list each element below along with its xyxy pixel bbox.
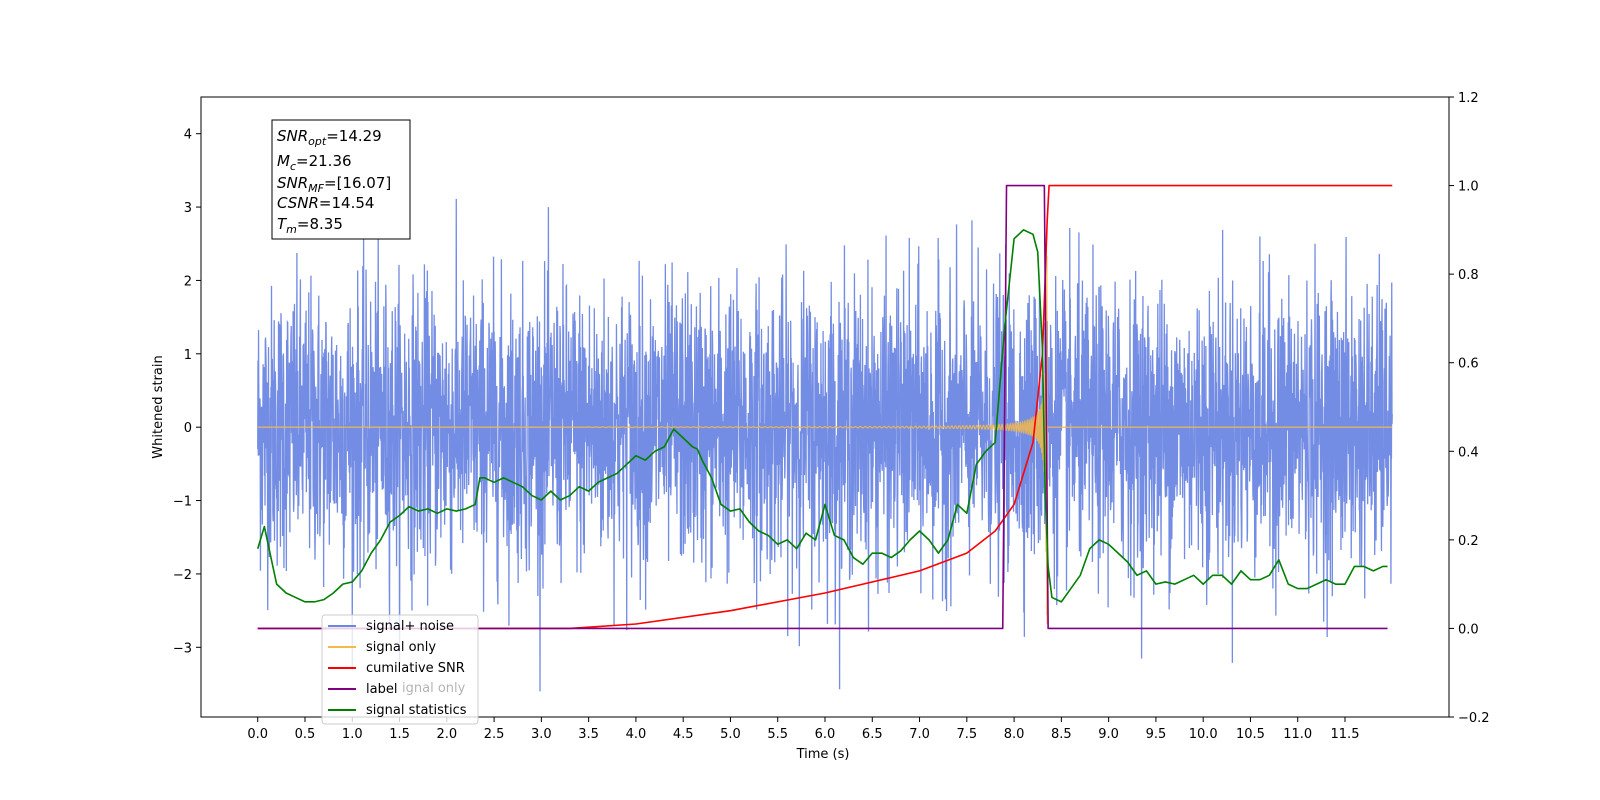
x-tick-label: 7.0 bbox=[909, 727, 930, 742]
snr-mf-subscript: MF bbox=[308, 182, 324, 195]
y-tick-label: −2 bbox=[173, 568, 192, 583]
legend: ignal only signal+ noise signal only cum… bbox=[321, 614, 479, 725]
legend-label-signal-noise: signal+ noise bbox=[366, 619, 454, 634]
x-tick-label: 9.5 bbox=[1146, 727, 1167, 742]
y-tick-label: −1 bbox=[173, 495, 192, 510]
snr-opt-symbol: SNR bbox=[277, 127, 308, 145]
y-tick-label: 4 bbox=[184, 128, 192, 143]
y2-tick-label: 0.2 bbox=[1458, 534, 1479, 549]
x-tick-label: 10.0 bbox=[1189, 727, 1218, 742]
y-tick-label: 1 bbox=[184, 348, 192, 363]
y-tick-label: 3 bbox=[184, 201, 192, 216]
legend-label-signal-only: signal only bbox=[366, 640, 436, 655]
series-signal-statistics bbox=[256, 229, 1388, 603]
mc-subscript: c bbox=[290, 160, 296, 173]
snr-opt-value: =14.29 bbox=[326, 127, 382, 145]
x-tick-label: 2.0 bbox=[436, 727, 457, 742]
y2-tick-label: 0.8 bbox=[1458, 268, 1479, 283]
y2-tick-label: −0.2 bbox=[1458, 711, 1490, 726]
y-axis-label: Whitened strain bbox=[151, 355, 166, 458]
svg-text:SNRMF=[16.07]: SNRMF=[16.07] bbox=[277, 174, 391, 195]
snr-mf-symbol: SNR bbox=[277, 174, 308, 192]
x-tick-label: 8.0 bbox=[1004, 727, 1025, 742]
x-tick-label: 1.0 bbox=[342, 727, 363, 742]
x-axis-label: Time (s) bbox=[796, 747, 850, 762]
csnr-symbol: CSNR bbox=[277, 194, 319, 212]
svg-text:ignal only: ignal only bbox=[402, 681, 466, 696]
legend-label-signal-statistics: signal statistics bbox=[366, 703, 467, 718]
svg-text:Tm=8.35: Tm=8.35 bbox=[277, 215, 343, 236]
series-label bbox=[257, 184, 1388, 630]
x-tick-label: 5.5 bbox=[767, 727, 788, 742]
x-tick-label: 4.0 bbox=[626, 727, 647, 742]
mc-value: =21.36 bbox=[296, 152, 352, 170]
svg-text:SNRopt=14.29: SNRopt=14.29 bbox=[277, 127, 382, 148]
y-tick-label: 2 bbox=[184, 274, 192, 289]
annotation-box: SNRopt=14.29 Mc=21.36 SNRMF=[16.07] CSNR… bbox=[271, 119, 411, 240]
series-cumulative-snr bbox=[257, 184, 1393, 630]
x-tick-label: 3.5 bbox=[578, 727, 599, 742]
svg-text:Mc=21.36: Mc=21.36 bbox=[277, 152, 352, 173]
series-signal-only bbox=[257, 249, 1393, 625]
y2-tick-label: 0.0 bbox=[1458, 622, 1479, 637]
x-tick-label: 6.5 bbox=[862, 727, 883, 742]
x-tick-label: 0.0 bbox=[247, 727, 268, 742]
snr-mf-value: =[16.07] bbox=[324, 174, 391, 192]
legend-label-cumulative-snr: cumilative SNR bbox=[366, 661, 465, 676]
tm-symbol: T bbox=[277, 215, 288, 233]
x-tick-label: 7.5 bbox=[956, 727, 977, 742]
tm-subscript: m bbox=[286, 223, 297, 236]
x-tick-label: 3.0 bbox=[531, 727, 552, 742]
y2-tick-label: 0.4 bbox=[1458, 445, 1479, 460]
y2-tick-label: 0.6 bbox=[1458, 357, 1479, 372]
legend-label-label: label bbox=[366, 682, 397, 697]
y-tick-label: 0 bbox=[184, 421, 192, 436]
y-tick-label: −3 bbox=[173, 641, 192, 656]
x-tick-label: 8.5 bbox=[1051, 727, 1072, 742]
x-tick-label: 2.5 bbox=[484, 727, 505, 742]
x-tick-label: 5.0 bbox=[720, 727, 741, 742]
csnr-value: =14.54 bbox=[319, 194, 375, 212]
svg-text:CSNR=14.54: CSNR=14.54 bbox=[277, 194, 374, 212]
series-signal-noise bbox=[257, 198, 1393, 692]
x-tick-label: 6.0 bbox=[815, 727, 836, 742]
tm-value: =8.35 bbox=[297, 215, 343, 233]
x-tick-label: 11.5 bbox=[1331, 727, 1360, 742]
y2-tick-label: 1.2 bbox=[1458, 91, 1479, 106]
x-tick-label: 4.5 bbox=[673, 727, 694, 742]
x-tick-label: 11.0 bbox=[1283, 727, 1312, 742]
mc-symbol: M bbox=[277, 152, 290, 170]
snr-opt-subscript: opt bbox=[308, 135, 327, 148]
y2-tick-label: 1.0 bbox=[1458, 180, 1479, 195]
x-tick-label: 1.5 bbox=[389, 727, 410, 742]
x-tick-label: 9.0 bbox=[1098, 727, 1119, 742]
x-tick-label: 10.5 bbox=[1236, 727, 1265, 742]
x-tick-label: 0.5 bbox=[295, 727, 316, 742]
